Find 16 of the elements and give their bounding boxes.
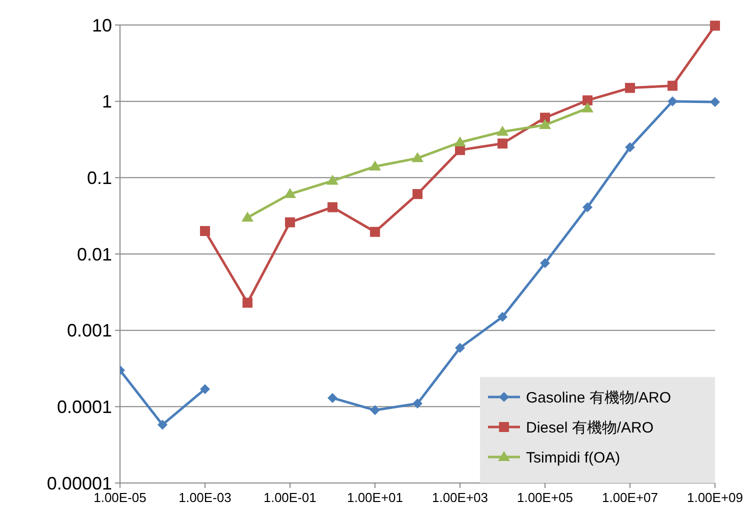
x-tick-label: 1.00E+03 <box>432 490 488 505</box>
x-tick-label: 1.00E-03 <box>178 490 232 505</box>
x-tick-label: 1.00E+09 <box>686 490 744 505</box>
legend-label: Tsimpidi f(OA) <box>526 449 620 466</box>
y-tick-label: 0.01 <box>76 244 112 264</box>
x-tick-label: 1.00E+01 <box>346 490 404 505</box>
x-tick-label: 1.00E+05 <box>516 490 574 505</box>
x-tick-label: 1.00E+07 <box>602 490 658 505</box>
x-tick-label: 1.00E-01 <box>264 490 316 505</box>
y-tick-label: 10 <box>92 15 112 36</box>
y-tick-label: 0.0001 <box>56 396 112 417</box>
y-tick-label: 1 <box>102 92 112 112</box>
y-tick-label: 0.001 <box>66 320 112 341</box>
legend-label: Diesel 有機物/ARO <box>526 419 654 436</box>
legend-label: Gasoline 有機物/ARO <box>526 389 672 406</box>
y-tick-label: 0.1 <box>86 168 112 188</box>
